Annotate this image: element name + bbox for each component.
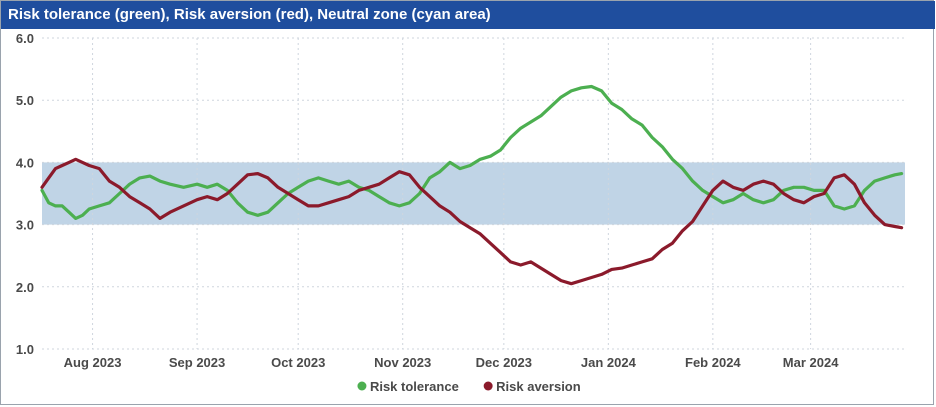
x-tick-label: Mar 2024 [783, 355, 839, 370]
x-tick-label: Feb 2024 [685, 355, 741, 370]
y-tick-label: 4.0 [16, 155, 34, 170]
legend-label: Risk aversion [496, 379, 581, 394]
legend-marker [483, 381, 493, 391]
y-tick-label: 6.0 [16, 31, 34, 46]
neutral-zone-band [42, 162, 905, 225]
x-tick-label: Dec 2023 [476, 355, 532, 370]
series-line-risk-tolerance [40, 84, 904, 220]
y-tick-label: 1.0 [16, 342, 34, 357]
title-bar: Risk tolerance (green), Risk aversion (r… [1, 1, 935, 29]
y-tick-label: 5.0 [16, 93, 34, 108]
y-tick-label: 3.0 [16, 218, 34, 233]
y-tick-label: 2.0 [16, 280, 34, 295]
x-tick-label: Oct 2023 [271, 355, 325, 370]
x-tick-label: Jan 2024 [581, 355, 637, 370]
x-tick-label: Aug 2023 [64, 355, 122, 370]
x-tick-label: Nov 2023 [374, 355, 431, 370]
x-tick-label: Sep 2023 [169, 355, 225, 370]
chart-title: Risk tolerance (green), Risk aversion (r… [8, 6, 491, 23]
legend-label: Risk tolerance [370, 379, 459, 394]
series-line-risk-aversion [40, 157, 904, 286]
legend-marker [357, 381, 367, 391]
